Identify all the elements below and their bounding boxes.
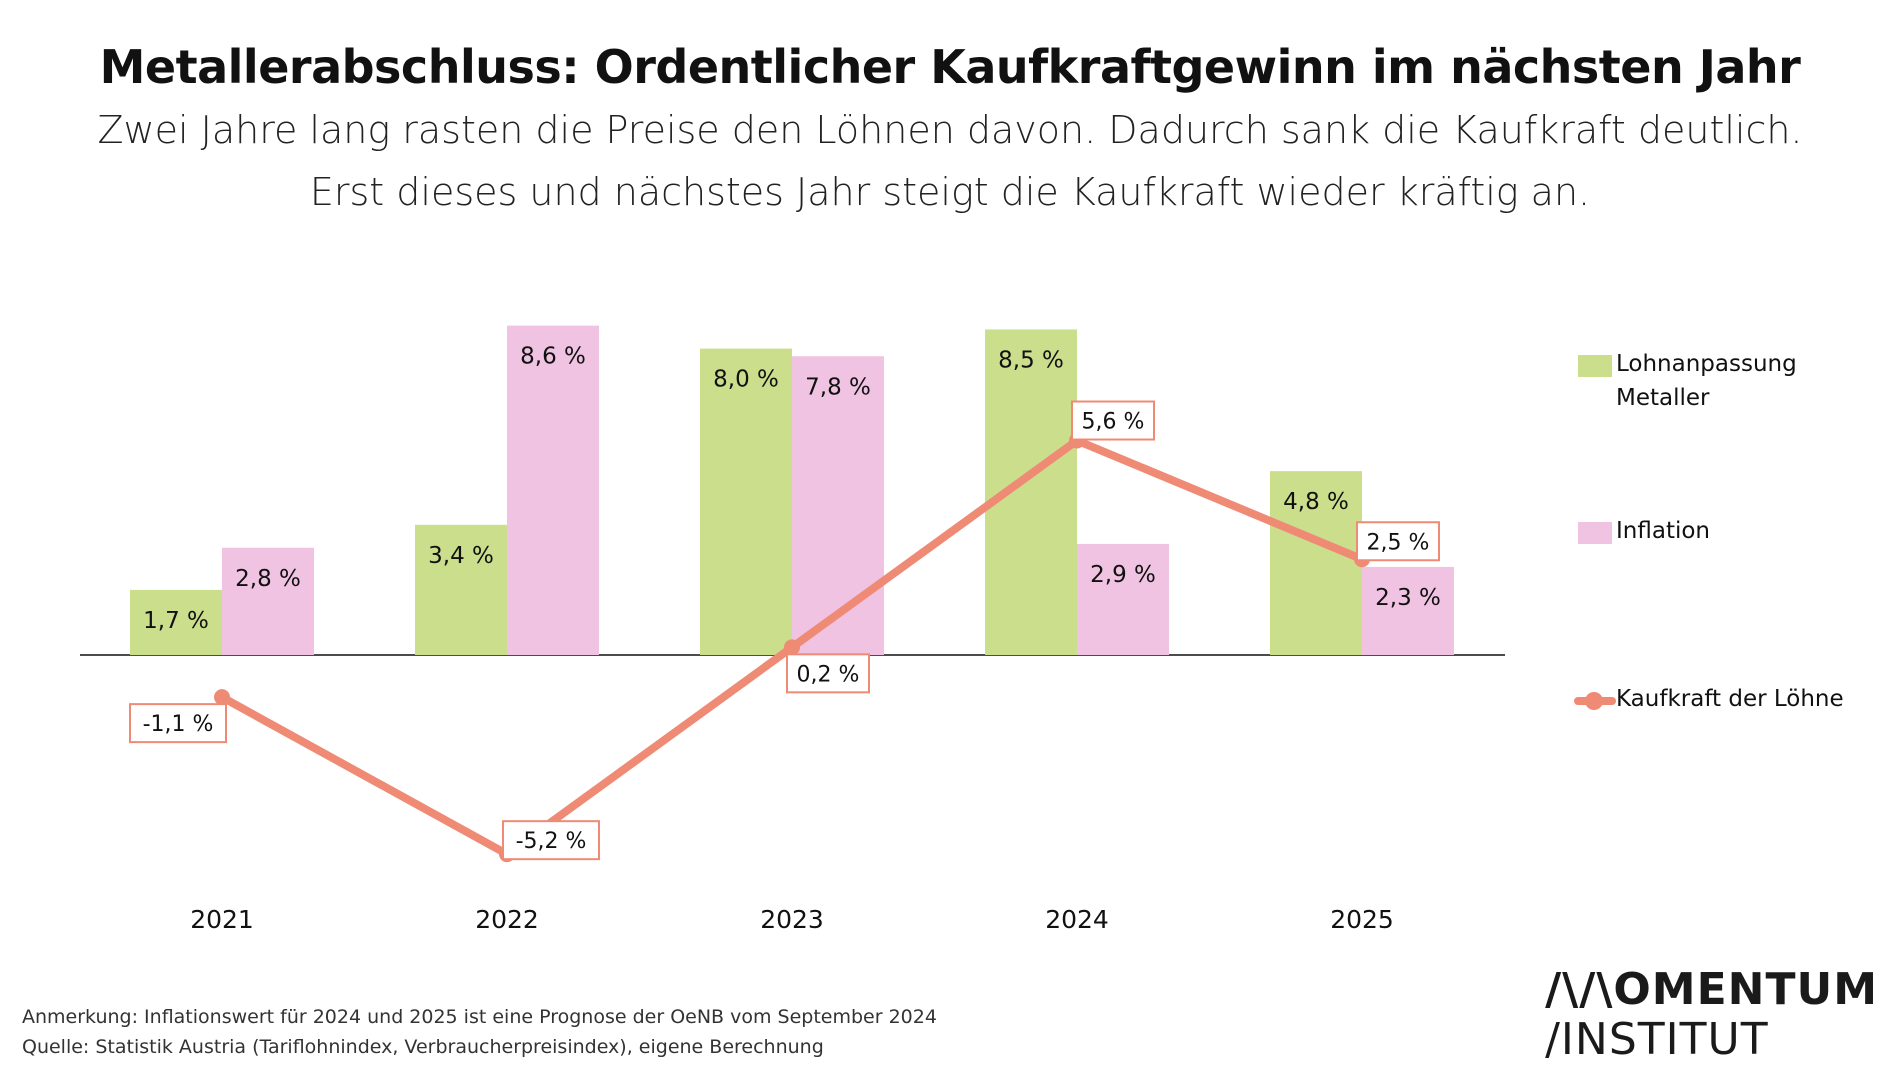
footnote: Anmerkung: Inflationswert für 2024 und 2… [22,1006,937,1028]
x-tick-2023: 2023 [760,905,824,934]
bar-lohn-2025 [1270,471,1362,655]
data-label-lohn-2025: 4,8 % [1283,489,1349,515]
data-label-inflation-2021: 2,8 % [235,566,301,592]
legend-label-inflation: Inflation [1616,518,1710,544]
label-box-kaufkraft-2021 [129,703,227,744]
data-label-kaufkraft-2024: 5,6 % [1082,410,1145,435]
data-label-kaufkraft-2021: -1,1 % [143,712,214,737]
label-box-kaufkraft-2024 [1071,400,1155,441]
legend-label-kaufkraft: Kaufkraft der Löhne [1616,686,1844,712]
x-tick-2022: 2022 [475,905,539,934]
legend-marker-kaufkraft [1585,692,1603,710]
data-label-kaufkraft-2022: -5,2 % [516,829,587,854]
bar-inflation-2021 [222,547,314,655]
data-label-kaufkraft-2023: 0,2 % [797,662,860,687]
bar-lohn-2021 [130,589,222,655]
data-label-inflation-2022: 8,6 % [520,344,586,370]
legend-swatch-inflation [1578,522,1612,544]
label-box-kaufkraft-2025 [1356,521,1440,562]
bar-lohn-2022 [415,524,507,655]
x-tick-2025: 2025 [1330,905,1394,934]
momentum-logo: /\/\OMENTUM /INSTITUT [1545,965,1878,1065]
data-label-lohn-2023: 8,0 % [713,367,779,393]
legend-label-lohn-1: Lohnanpassung [1616,351,1797,377]
page-title: Metallerabschluss: Ordentlicher Kaufkraf… [99,40,1801,94]
logo-line-1: /\/\OMENTUM [1545,964,1878,1015]
data-label-inflation-2025: 2,3 % [1375,585,1441,611]
legend-swatch-lohn [1578,355,1612,377]
subtitle-line-1: Zwei Jahre lang rasten die Preise den Lö… [97,108,1803,152]
bar-inflation-2025 [1362,566,1454,655]
data-label-lohn-2024: 8,5 % [998,347,1064,373]
bar-lohn-2023 [700,348,792,655]
bar-lohn-2024 [985,329,1077,655]
subtitle-line-2: Erst dieses und nächstes Jahr steigt die… [309,170,1591,214]
source-note: Quelle: Statistik Austria (Tariflohninde… [22,1036,824,1058]
data-label-lohn-2022: 3,4 % [428,543,494,569]
bar-inflation-2023 [792,356,884,655]
bar-inflation-2024 [1077,543,1169,655]
legend-label-lohn-2: Metaller [1616,385,1710,411]
label-box-kaufkraft-2022 [502,820,600,861]
marker-kaufkraft-2021 [214,689,230,706]
data-label-inflation-2024: 2,9 % [1090,562,1156,588]
data-label-kaufkraft-2025: 2,5 % [1367,530,1430,555]
marker-kaufkraft-2023 [784,639,800,656]
x-tick-2024: 2024 [1045,905,1109,934]
logo-line-2: /INSTITUT [1545,1014,1769,1065]
data-label-lohn-2021: 1,7 % [143,608,209,634]
label-box-kaufkraft-2023 [786,653,870,694]
data-label-inflation-2023: 7,8 % [805,374,871,400]
bar-inflation-2022 [507,325,599,655]
x-tick-2021: 2021 [190,905,254,934]
